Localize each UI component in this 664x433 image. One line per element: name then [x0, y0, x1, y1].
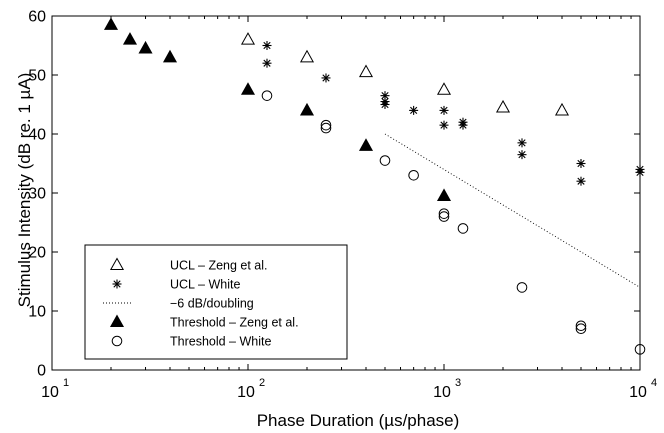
data-point-circle-open — [320, 122, 332, 134]
data-points — [103, 17, 646, 355]
legend-label: UCL – Zeng et al. — [170, 259, 268, 273]
data-point-triangle-filled — [138, 40, 153, 54]
data-point-circle-open — [516, 282, 528, 293]
data-point-triangle-filled — [358, 138, 374, 151]
asterisk-stroke — [381, 100, 389, 109]
asterisk-stroke — [440, 121, 448, 129]
asterisk-stroke — [381, 92, 389, 100]
y-tick-label: 50 — [28, 68, 46, 85]
y-tick-label: 10 — [28, 304, 46, 321]
x-tick-label: 10 — [237, 384, 255, 401]
data-point-asterisk — [576, 159, 586, 168]
x-axis-title: Phase Duration (µs/phase) — [257, 411, 460, 430]
data-point-asterisk — [380, 91, 390, 101]
data-point-triangle-filled — [162, 49, 178, 63]
legend-marker — [112, 279, 122, 289]
legend-label: Threshold – Zeng et al. — [170, 316, 299, 330]
legend: UCL – Zeng et al. UCL – White −6 dB/doubli… — [84, 244, 348, 360]
data-point-circle-open — [457, 223, 469, 234]
data-point-triangle-open — [240, 32, 256, 45]
data-point-circle-open — [379, 155, 391, 166]
asterisk-stroke — [636, 168, 644, 176]
y-tick-label: 30 — [28, 186, 46, 203]
data-point-asterisk — [439, 105, 449, 115]
x-tick-label: 10 — [41, 384, 59, 401]
asterisk-stroke — [440, 106, 448, 115]
legend-marker — [109, 314, 125, 328]
data-point-asterisk — [321, 73, 331, 83]
data-point-triangle-open — [358, 64, 374, 78]
data-point-triangle-open — [495, 99, 511, 113]
data-point-triangle-filled — [122, 32, 138, 45]
data-point-asterisk — [458, 120, 468, 130]
data-point-asterisk — [517, 138, 527, 148]
data-point-triangle-open — [436, 82, 452, 95]
data-point-circle-open — [438, 211, 450, 222]
data-point-circle-open — [575, 323, 587, 335]
data-point-circle-open — [261, 90, 273, 101]
data-point-triangle-filled — [240, 82, 256, 95]
y-tick-label: 0 — [37, 363, 46, 380]
data-point-triangle-filled — [299, 102, 315, 116]
data-point-circle-open — [408, 170, 419, 181]
data-point-triangle-filled — [436, 188, 452, 201]
asterisk-stroke — [459, 121, 467, 129]
x-tick-label: 10 — [629, 384, 647, 401]
data-point-asterisk — [262, 58, 272, 68]
legend-marker — [109, 257, 125, 271]
legend-label: UCL – White — [170, 278, 240, 292]
y-axis-title: Stimulus Intensity (dB re. 1 µA) — [15, 73, 34, 308]
asterisk-stroke — [410, 106, 418, 115]
data-point-circle-open — [575, 320, 587, 332]
data-point-asterisk — [576, 176, 586, 186]
legend-marker — [111, 335, 123, 347]
data-point-asterisk — [409, 105, 419, 115]
asterisk-stroke — [518, 139, 526, 147]
axes: 0 10 20 30 40 50 60 10 1 10 2 10 3 10 4 — [28, 9, 657, 402]
asterisk-stroke — [113, 280, 121, 288]
x-tick-exponent: 3 — [455, 377, 461, 389]
legend-label: Threshold – White — [170, 335, 271, 349]
y-tick-label: 20 — [28, 245, 46, 262]
data-point-triangle-open — [299, 49, 315, 63]
data-point-asterisk — [380, 100, 390, 109]
asterisk-stroke — [322, 74, 330, 82]
data-point-asterisk — [517, 150, 527, 160]
legend-box — [84, 244, 348, 360]
legend-label: −6 dB/doubling — [170, 297, 254, 311]
data-point-circle-open — [438, 208, 450, 219]
reference-line-6db-per-doubling — [384, 133, 641, 288]
data-point-triangle-open — [554, 102, 570, 116]
x-tick-exponent: 1 — [63, 377, 69, 389]
data-point-asterisk — [635, 167, 645, 177]
x-tick-exponent: 2 — [259, 377, 265, 389]
asterisk-stroke — [518, 151, 526, 159]
asterisk-stroke — [263, 59, 271, 67]
data-point-triangle-filled — [103, 17, 119, 30]
y-tick-label: 40 — [28, 127, 46, 144]
y-tick-label: 60 — [28, 9, 46, 26]
x-tick-label: 10 — [433, 384, 451, 401]
data-point-circle-open — [320, 119, 332, 131]
asterisk-stroke — [263, 41, 271, 50]
asterisk-stroke — [577, 177, 585, 185]
asterisk-stroke — [577, 159, 585, 168]
data-point-asterisk — [439, 120, 449, 130]
x-tick-exponent: 4 — [651, 377, 657, 389]
data-point-circle-open — [634, 344, 646, 355]
data-point-asterisk — [262, 41, 272, 50]
